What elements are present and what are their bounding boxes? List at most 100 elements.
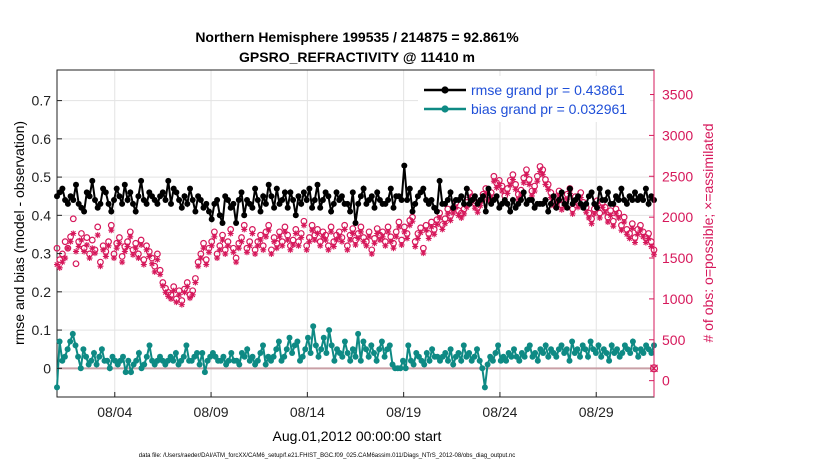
y-left-tick-label: 0.7: [32, 93, 52, 109]
assimilated-obs-marker: [564, 196, 571, 203]
data-file-footnote: data file: /Users/raeder/DAI/ATM_forcXX/…: [139, 453, 515, 459]
bias-point: [172, 350, 179, 356]
bias-point: [194, 350, 200, 356]
rmse-point: [192, 208, 199, 215]
assimilated-obs-marker: [64, 245, 71, 252]
bias-point: [471, 353, 478, 360]
y-axis-left-ticks: 0 0.1 0.2 0.3 0.4 0.5 0.6 0.7: [32, 93, 62, 376]
bias-point: [429, 346, 436, 353]
rmse-point: [132, 208, 139, 215]
rmse-point: [287, 189, 294, 196]
assimilated-obs-marker: [537, 168, 544, 175]
bias-point: [516, 357, 523, 364]
rmse-point: [618, 185, 625, 192]
rmse-point: [602, 197, 609, 203]
assimilated-obs-marker: [390, 245, 397, 252]
assimilated-obs-marker: [599, 204, 606, 211]
bias-point: [341, 338, 348, 345]
assimilated-obs-marker: [167, 295, 174, 302]
rmse-point: [344, 200, 351, 207]
chart-title: Northern Hemisphere 199535 / 214875 = 92…: [195, 29, 519, 45]
rmse-point: [238, 189, 245, 196]
assimilated-obs-marker: [303, 246, 310, 253]
rmse-point: [197, 197, 204, 203]
bias-point: [281, 353, 288, 360]
assimilated-obs-marker: [271, 238, 278, 245]
bias-point: [582, 346, 589, 353]
assimilated-obs-marker: [249, 230, 256, 237]
assimilated-obs-marker: [642, 239, 649, 246]
assimilated-obs-marker: [447, 217, 454, 224]
assimilated-obs-marker: [409, 218, 416, 225]
assimilated-obs-marker: [268, 250, 275, 257]
bias-point: [69, 330, 76, 337]
y-left-tick-label: 0.4: [32, 207, 52, 223]
bias-point: [534, 357, 541, 364]
rmse-point: [203, 200, 210, 207]
assimilated-obs-marker: [54, 261, 60, 268]
assimilated-obs-marker: [116, 240, 123, 247]
rmse-point: [545, 208, 552, 215]
assimilated-obs-marker: [545, 186, 552, 193]
assimilated-obs-marker: [56, 264, 63, 271]
assimilated-obs-marker: [637, 227, 644, 234]
bias-point: [458, 357, 465, 364]
y-right-tick-label: 3500: [662, 87, 693, 103]
rmse-point: [165, 177, 172, 184]
y-right-tick-label: 3000: [662, 127, 693, 143]
assimilated-obs-marker: [135, 255, 142, 262]
bias-point: [635, 353, 642, 360]
rmse-point: [309, 204, 316, 211]
assimilated-obs-marker: [319, 233, 326, 240]
x-tick-label: 08/14: [290, 404, 325, 420]
assimilated-obs-marker: [632, 239, 639, 246]
bias-point: [249, 353, 256, 360]
assimilated-obs-marker: [129, 251, 136, 258]
y-right-tick-label: 2500: [662, 168, 693, 184]
assimilated-obs-marker: [569, 210, 576, 217]
assimilated-obs-marker: [485, 197, 492, 204]
bias-point: [349, 346, 356, 353]
assimilated-obs-marker: [290, 241, 297, 248]
x-axis-label: Aug.01,2012 00:00:00 start: [273, 428, 442, 444]
x-tick-label: 08/24: [482, 404, 517, 420]
rmse-point: [225, 197, 231, 203]
assimilated-obs-marker: [184, 283, 191, 290]
bias-point: [294, 338, 301, 345]
bias-point: [503, 357, 510, 364]
rmse-point: [206, 208, 212, 215]
assimilated-obs-marker: [281, 228, 288, 235]
bias-point: [98, 346, 105, 353]
assimilated-obs-marker: [455, 212, 462, 219]
rmse-point: [111, 197, 117, 203]
assimilated-obs-marker: [523, 171, 530, 178]
assimilated-obs-marker: [553, 198, 560, 205]
rmse-point: [73, 181, 79, 188]
x-tick-label: 08/19: [386, 404, 421, 420]
rmse-point: [184, 200, 191, 207]
assimilated-obs-marker: [509, 176, 516, 183]
rmse-point: [230, 200, 237, 207]
assimilated-obs-marker: [615, 214, 622, 221]
bias-point: [236, 361, 243, 368]
possible-obs-marker: [83, 234, 91, 241]
assimilated-obs-marker: [371, 240, 378, 247]
assimilated-obs-marker: [526, 181, 533, 188]
bias-point: [93, 361, 100, 368]
rmse-point: [249, 204, 256, 211]
assimilated-obs-marker: [173, 299, 180, 306]
assimilated-obs-marker: [482, 190, 489, 197]
assimilated-obs-marker: [89, 245, 96, 252]
bias-point: [481, 384, 488, 391]
bias-point: [532, 350, 539, 356]
bias-point: [106, 365, 113, 372]
rmse-point: [311, 197, 318, 203]
rmse-point: [566, 185, 573, 192]
bias-point: [299, 353, 306, 360]
bias-point: [88, 357, 95, 364]
bias-point: [273, 346, 280, 353]
x-tick-label: 08/04: [97, 404, 132, 420]
rmse-point: [371, 204, 378, 211]
bias-point: [447, 346, 454, 353]
rmse-point: [330, 200, 337, 207]
